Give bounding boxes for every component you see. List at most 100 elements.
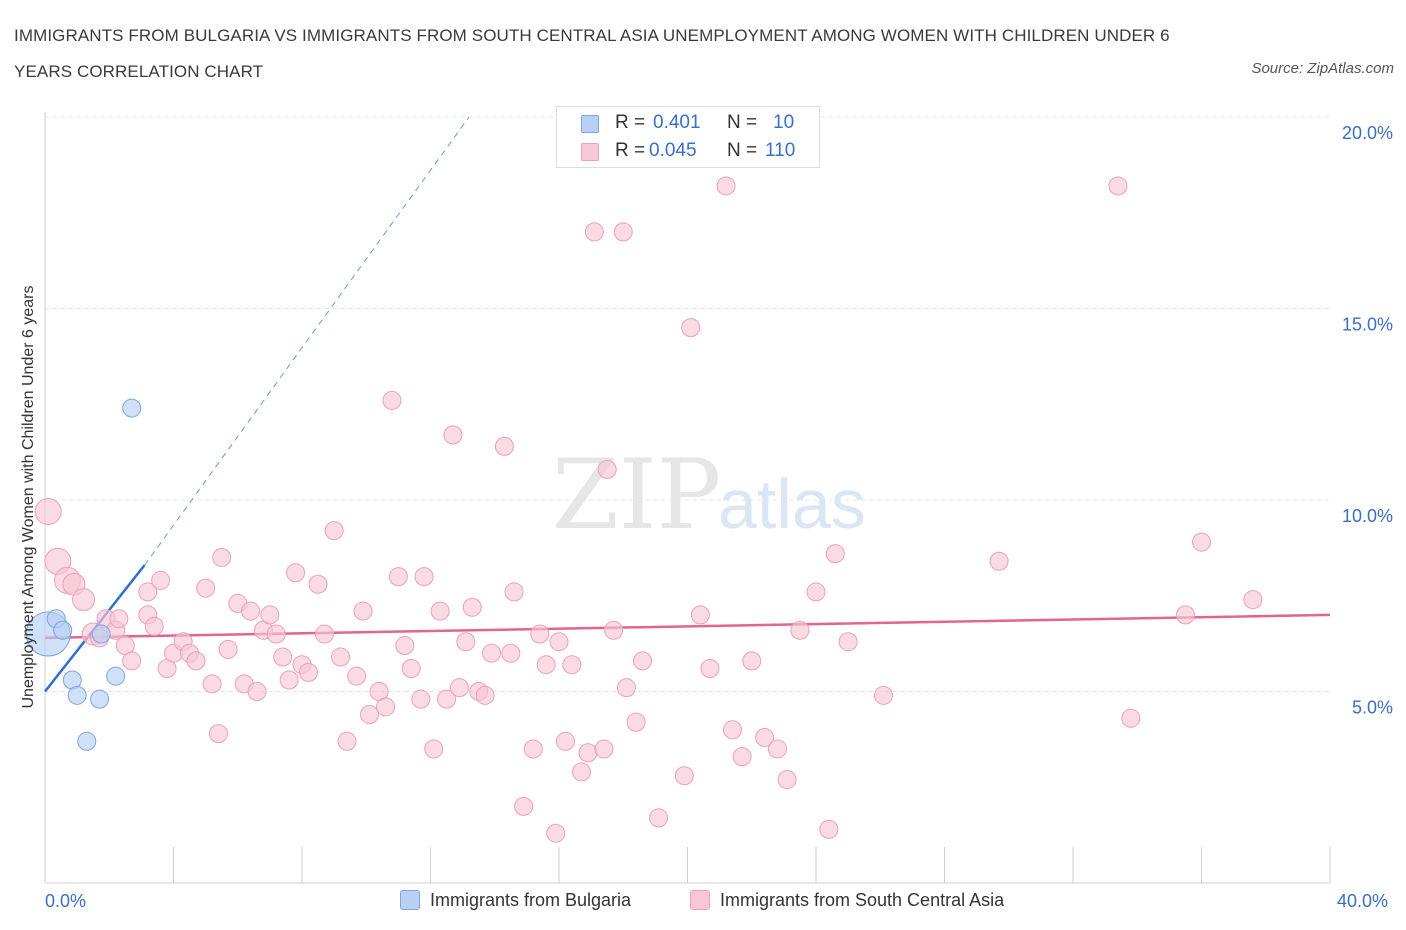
data-point [347,666,367,686]
y-axis-label: Unemployment Among Women with Children U… [20,285,37,709]
data-point [298,662,318,682]
data-point [584,222,604,242]
data-point [266,624,286,644]
stats-legend: R = 0.401 N = 10 R = 0.045 N = 110 [556,106,820,168]
data-point [475,685,495,705]
data-point [212,547,232,567]
data-point [777,770,797,790]
series-name-south-central-asia: Immigrants from South Central Asia [720,890,1005,910]
data-point [314,624,334,644]
data-point [562,655,582,675]
data-point [530,624,550,644]
data-point [873,685,893,705]
data-point [67,685,87,705]
data-point [337,731,357,751]
data-point [755,727,775,747]
data-point [34,497,62,525]
series-legend-bulgaria: Immigrants from Bulgaria [400,890,631,911]
x-tick-label-min: 0.0% [45,891,87,911]
data-point [90,689,110,709]
data-point [106,666,126,686]
data-point [331,647,351,667]
data-point [1121,708,1141,728]
data-point [594,739,614,759]
data-point [273,647,293,667]
data-point [430,601,450,621]
legend-n-value: 110 [765,140,796,161]
data-point [546,823,566,843]
data-point [411,689,431,709]
data-point [376,697,396,717]
series-swatch-south-central-asia [690,890,710,910]
y-tick-label: 15.0% [1342,315,1393,335]
data-point [202,674,222,694]
data-point [989,551,1009,571]
data-point [308,574,328,594]
data-point [674,766,694,786]
data-point [247,682,267,701]
chart-title: IMMIGRANTS FROM BULGARIA VS IMMIGRANTS F… [14,26,1170,81]
data-point [716,176,736,196]
data-point [514,796,534,816]
legend-n-label: N = [727,140,758,161]
data-point [825,544,845,564]
data-point [286,563,306,583]
data-point [482,643,502,663]
data-point [616,678,636,698]
data-point [838,632,858,652]
legend-r-label: R = [615,140,646,161]
legend-n-label: N = [727,112,758,133]
data-point [196,578,216,598]
data-point [578,743,598,763]
data-point [324,521,344,541]
data-points [25,176,1263,843]
legend-r-value: 0.401 [653,112,701,133]
data-point [633,651,653,671]
data-point [790,620,810,640]
series-legend-south-central-asia: Immigrants from South Central Asia [690,890,1004,911]
watermark-atlas: atlas [718,465,866,543]
data-point [700,659,720,679]
legend-swatch-south-central-asia [581,143,599,161]
legend-n-value: 10 [773,112,795,133]
data-point [819,819,839,839]
data-point [732,747,752,767]
data-point [260,605,280,625]
data-point [604,620,624,640]
data-point [72,588,96,612]
data-point [151,570,171,590]
data-point [1243,590,1263,610]
axes [44,112,1331,884]
data-point [549,632,569,652]
data-point [494,436,514,456]
data-point [218,639,238,659]
data-point [449,678,469,698]
legend-r-label: R = [615,112,646,133]
data-point [208,724,228,744]
data-point [241,601,261,621]
data-point [1175,605,1195,625]
data-point [504,582,524,602]
trend-line [44,613,1331,640]
y-tick-label: 20.0% [1342,123,1393,143]
data-point [462,597,482,617]
data-point [91,624,111,644]
chart-source: Source: ZipAtlas.com [1251,60,1394,77]
data-point [742,651,762,671]
data-point [649,808,669,828]
data-point [359,704,379,724]
data-point [597,459,617,479]
data-point [626,712,646,732]
data-point [401,659,421,679]
y-tick-label: 10.0% [1342,506,1393,526]
data-point [722,720,742,740]
data-point [414,567,434,587]
y-tick-label: 5.0% [1352,698,1393,718]
data-point [424,739,444,759]
data-point [456,632,476,652]
legend-r-value: 0.045 [649,140,697,161]
data-point [613,222,633,242]
watermark-zip: ZIP [552,439,721,551]
